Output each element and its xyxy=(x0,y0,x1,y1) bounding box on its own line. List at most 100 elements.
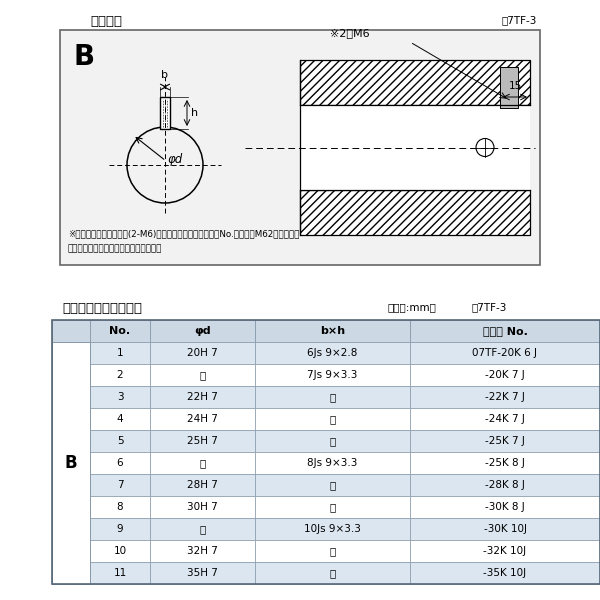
Bar xyxy=(410,320,600,342)
Text: 7: 7 xyxy=(116,480,124,490)
Bar xyxy=(150,386,255,408)
Bar xyxy=(410,364,600,386)
Text: φd: φd xyxy=(167,152,182,166)
Bar xyxy=(90,342,150,364)
Text: 10Js 9×3.3: 10Js 9×3.3 xyxy=(304,524,361,534)
Bar xyxy=(150,430,255,452)
Bar xyxy=(410,386,600,408)
Bar xyxy=(150,320,255,342)
Bar xyxy=(410,496,600,518)
Text: B: B xyxy=(73,43,94,71)
Bar xyxy=(410,562,600,584)
Bar xyxy=(255,364,410,386)
Text: -28K 8 J: -28K 8 J xyxy=(485,480,525,490)
Bar xyxy=(255,320,410,342)
Bar xyxy=(90,386,150,408)
Text: 図7TF-3: 図7TF-3 xyxy=(502,15,538,25)
Text: ヽ: ヽ xyxy=(199,370,206,380)
Text: 軸穴形状コード一覧表: 軸穴形状コード一覧表 xyxy=(62,302,142,315)
Text: 5: 5 xyxy=(116,436,124,446)
Bar xyxy=(52,540,90,562)
Text: 35H 7: 35H 7 xyxy=(187,568,218,578)
Text: 10: 10 xyxy=(113,546,127,556)
Text: b: b xyxy=(161,70,169,80)
Bar xyxy=(410,540,600,562)
Bar xyxy=(410,452,600,474)
Text: -20K 7 J: -20K 7 J xyxy=(485,370,525,380)
Bar xyxy=(255,452,410,474)
Bar xyxy=(160,97,170,129)
Text: ヽ: ヽ xyxy=(329,546,335,556)
Text: ヽ: ヽ xyxy=(199,524,206,534)
Text: 軸穴形状: 軸穴形状 xyxy=(90,15,122,28)
Text: ※2－M6: ※2－M6 xyxy=(330,28,370,38)
Bar xyxy=(150,518,255,540)
Text: 1: 1 xyxy=(116,348,124,358)
Text: 32H 7: 32H 7 xyxy=(187,546,218,556)
Bar xyxy=(255,408,410,430)
Bar xyxy=(90,408,150,430)
Bar xyxy=(52,320,600,584)
Text: ヽ: ヽ xyxy=(329,502,335,512)
Text: ※セットボルト用タップ(2-M6)が必要な場合は右記コードNo.の末尾にM62を付ける。: ※セットボルト用タップ(2-M6)が必要な場合は右記コードNo.の末尾にM62を… xyxy=(68,229,299,238)
Text: 28H 7: 28H 7 xyxy=(187,480,218,490)
Text: 25H 7: 25H 7 xyxy=(187,436,218,446)
Text: φd: φd xyxy=(194,326,211,336)
Text: ヽ: ヽ xyxy=(329,568,335,578)
Bar xyxy=(90,452,150,474)
Bar xyxy=(410,342,600,364)
Bar xyxy=(52,408,90,430)
Bar xyxy=(150,540,255,562)
Bar xyxy=(410,518,600,540)
Text: 07TF-20K 6 J: 07TF-20K 6 J xyxy=(473,348,538,358)
Bar xyxy=(90,474,150,496)
Text: ヽ: ヽ xyxy=(329,392,335,402)
Bar xyxy=(90,540,150,562)
Bar xyxy=(255,342,410,364)
Bar xyxy=(410,430,600,452)
Text: ヽ: ヽ xyxy=(329,480,335,490)
Text: コード No.: コード No. xyxy=(482,326,527,336)
Text: ヽ: ヽ xyxy=(199,458,206,468)
Bar xyxy=(52,496,90,518)
Text: -30K 8 J: -30K 8 J xyxy=(485,502,525,512)
Bar xyxy=(150,496,255,518)
Bar xyxy=(410,474,600,496)
Text: -30K 10J: -30K 10J xyxy=(484,524,527,534)
Text: 2: 2 xyxy=(116,370,124,380)
Text: -32K 10J: -32K 10J xyxy=(484,546,527,556)
Text: b×h: b×h xyxy=(320,326,345,336)
Bar xyxy=(255,474,410,496)
Bar xyxy=(52,452,90,474)
Bar xyxy=(52,430,90,452)
Bar xyxy=(52,342,90,364)
Bar xyxy=(90,562,150,584)
Text: No.: No. xyxy=(109,326,131,336)
Bar xyxy=(52,342,90,584)
Bar xyxy=(300,60,530,105)
Bar xyxy=(255,386,410,408)
Text: 6Js 9×2.8: 6Js 9×2.8 xyxy=(307,348,358,358)
Text: 7Js 9×3.3: 7Js 9×3.3 xyxy=(307,370,358,380)
Bar xyxy=(500,67,518,108)
Bar xyxy=(255,496,410,518)
Text: -25K 8 J: -25K 8 J xyxy=(485,458,525,468)
Bar xyxy=(150,408,255,430)
Text: ヽ: ヽ xyxy=(329,414,335,424)
Bar xyxy=(150,342,255,364)
Bar xyxy=(300,105,530,190)
Text: 8Js 9×3.3: 8Js 9×3.3 xyxy=(307,458,358,468)
Text: 8: 8 xyxy=(116,502,124,512)
Text: 表7TF-3: 表7TF-3 xyxy=(472,302,508,312)
Text: 24H 7: 24H 7 xyxy=(187,414,218,424)
Bar xyxy=(52,386,90,408)
Bar xyxy=(300,190,530,235)
Text: -22K 7 J: -22K 7 J xyxy=(485,392,525,402)
Bar xyxy=(255,540,410,562)
Bar xyxy=(52,474,90,496)
Bar xyxy=(150,562,255,584)
Text: -25K 7 J: -25K 7 J xyxy=(485,436,525,446)
Bar xyxy=(52,364,90,386)
Text: 30H 7: 30H 7 xyxy=(187,502,218,512)
Text: -24K 7 J: -24K 7 J xyxy=(485,414,525,424)
